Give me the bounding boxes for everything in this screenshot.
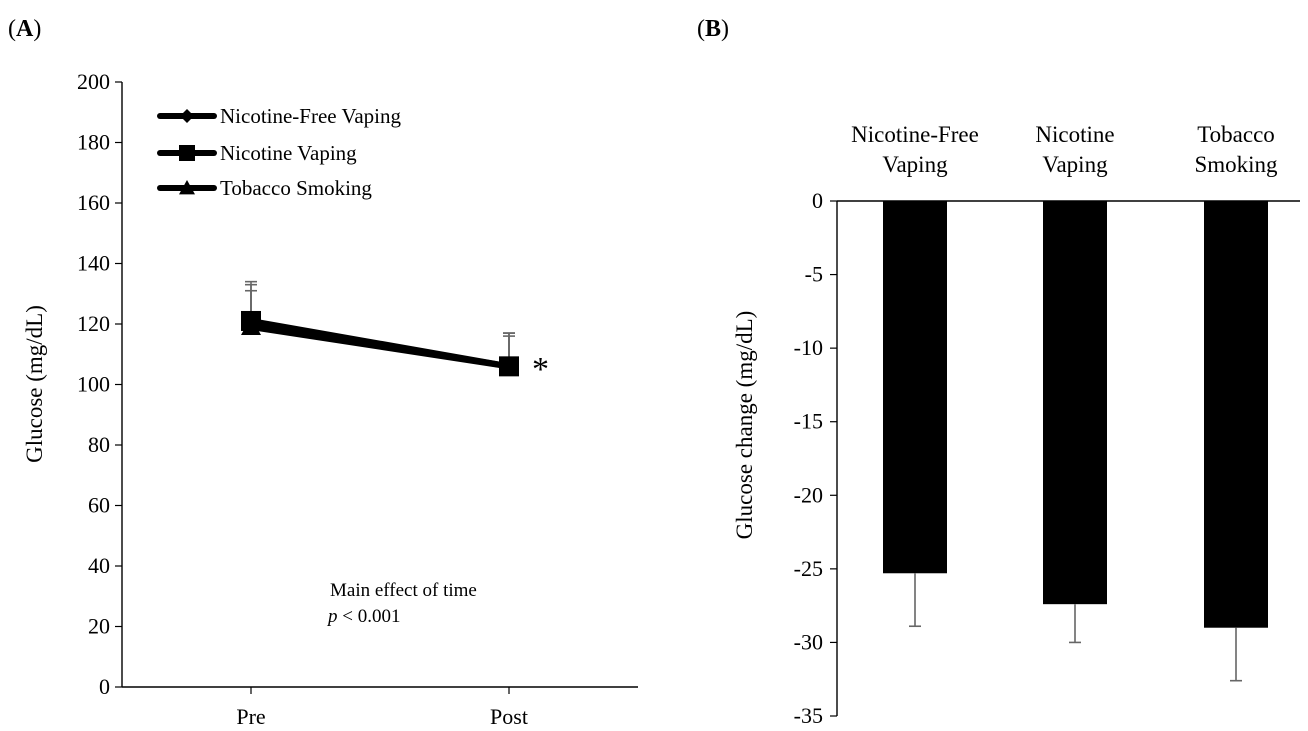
marker-square — [179, 145, 195, 161]
y-tick-label: 140 — [77, 251, 110, 276]
y-tick-label: -35 — [794, 703, 823, 728]
panel-label-b: (B) — [697, 16, 729, 42]
y-tick-label: 0 — [99, 674, 110, 699]
category-label: Vaping — [882, 152, 948, 177]
x-tick-label: Post — [490, 704, 528, 729]
y-tick-label: 20 — [88, 614, 110, 639]
panel-a-line-chart: 0 20 40 60 80 100 120 140 160 180 200 Pre Post Nico… — [22, 69, 638, 729]
y-tick-label: -10 — [794, 335, 823, 360]
panel-b-y-axis-label: Glucose change (mg/dL) — [732, 311, 757, 540]
bar — [1043, 201, 1107, 605]
y-tick-label: 40 — [88, 553, 110, 578]
panel-a-series-lines — [248, 317, 512, 370]
y-tick-label: -25 — [794, 556, 823, 581]
y-tick-label: -5 — [805, 262, 823, 287]
legend-label: Tobacco Smoking — [220, 176, 372, 200]
bar — [883, 201, 947, 574]
y-tick-label: -20 — [794, 482, 823, 507]
significance-asterisk: * — [532, 351, 549, 388]
y-tick-label: 120 — [77, 311, 110, 336]
y-tick-label: 60 — [88, 493, 110, 518]
marker-triangle — [499, 356, 519, 375]
y-tick-label: -15 — [794, 409, 823, 434]
panel-b-error-bars — [909, 573, 1242, 682]
annotation-p-value: p < 0.001 — [326, 606, 400, 627]
panel-b-category-labels: Nicotine-Free Vaping Nicotine Vaping Tobacco… — [851, 122, 1278, 177]
legend-label: Nicotine Vaping — [220, 141, 357, 165]
marker-diamond — [180, 109, 194, 123]
panel-a-markers — [241, 310, 519, 377]
y-tick-label: 80 — [88, 432, 110, 457]
y-tick-label: 0 — [812, 188, 823, 213]
panel-b-y-ticks: 0 -5 -10 -15 -20 -25 -30 -35 — [794, 188, 837, 728]
category-label: Tobacco — [1197, 122, 1275, 147]
panel-a-x-ticks: Pre Post — [236, 687, 528, 729]
panel-a-y-ticks: 0 20 40 60 80 100 120 140 160 180 200 — [77, 69, 122, 699]
legend-label: Nicotine-Free Vaping — [220, 104, 401, 128]
series-line — [248, 324, 512, 370]
category-label: Nicotine — [1035, 122, 1114, 147]
panel-a-y-axis-label: Glucose (mg/dL) — [22, 305, 47, 463]
category-label: Smoking — [1194, 152, 1278, 177]
x-tick-label: Pre — [236, 704, 265, 729]
category-label: Vaping — [1042, 152, 1108, 177]
panel-b-bar-chart: 0 -5 -10 -15 -20 -25 -30 -35 Nicotine-Free Vapin… — [732, 122, 1300, 728]
category-label: Nicotine-Free — [851, 122, 979, 147]
marker-triangle — [179, 180, 195, 195]
panel-b-axes — [836, 200, 1300, 716]
panel-label-a: (A) — [8, 16, 41, 42]
bar — [1204, 201, 1268, 628]
annotation-main-effect: Main effect of time — [330, 580, 477, 601]
panel-b-bars — [883, 201, 1268, 628]
y-tick-label: -30 — [794, 629, 823, 654]
panel-a-legend: Nicotine-Free Vaping Nicotine Vaping Tobac… — [157, 104, 401, 200]
y-tick-label: 160 — [77, 190, 110, 215]
y-tick-label: 100 — [77, 372, 110, 397]
marker-triangle — [241, 317, 261, 336]
y-tick-label: 180 — [77, 130, 110, 155]
y-tick-label: 200 — [77, 69, 110, 94]
